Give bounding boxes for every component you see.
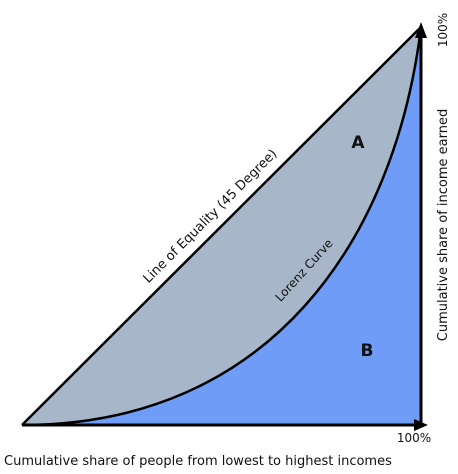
line-of-equality — [21, 26, 422, 426]
lorenz-curve — [21, 26, 423, 427]
y-axis-title: Cumulative share of income earned — [436, 109, 451, 341]
x-axis-max-label: 100% — [397, 431, 431, 445]
region-b — [22, 27, 421, 425]
region-b-label: B — [361, 341, 374, 361]
region-a-label: A — [351, 133, 365, 153]
y-axis-arrowhead — [415, 22, 427, 38]
y-axis-max-label: 100% — [436, 13, 450, 47]
x-axis-title: Cumulative share of people from lowest t… — [4, 454, 392, 469]
